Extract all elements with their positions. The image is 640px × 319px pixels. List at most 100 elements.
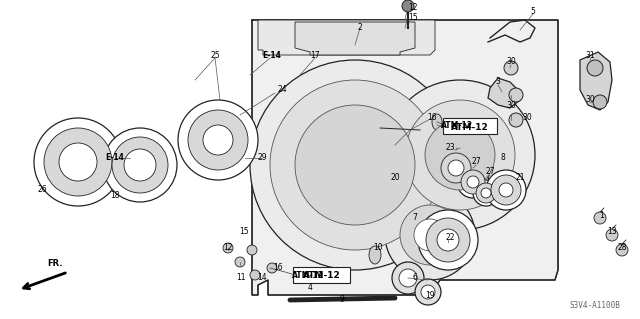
Ellipse shape <box>432 114 442 130</box>
Circle shape <box>59 143 97 181</box>
Circle shape <box>124 149 156 181</box>
Circle shape <box>509 88 523 102</box>
Polygon shape <box>258 20 435 55</box>
Text: 20: 20 <box>390 174 400 182</box>
Circle shape <box>112 137 168 193</box>
Text: 9: 9 <box>340 295 344 305</box>
Text: ATM-12: ATM-12 <box>451 122 489 131</box>
Circle shape <box>467 176 479 188</box>
Circle shape <box>441 153 471 183</box>
Circle shape <box>399 269 417 287</box>
Circle shape <box>486 170 526 210</box>
Circle shape <box>606 229 618 241</box>
Text: 6: 6 <box>413 273 417 283</box>
Circle shape <box>405 100 515 210</box>
FancyBboxPatch shape <box>443 118 497 134</box>
Circle shape <box>267 263 277 273</box>
Circle shape <box>103 128 177 202</box>
Circle shape <box>437 229 459 251</box>
Circle shape <box>587 60 603 76</box>
Text: 26: 26 <box>37 186 47 195</box>
Text: 14: 14 <box>257 273 267 283</box>
Text: 24: 24 <box>277 85 287 94</box>
Circle shape <box>34 118 122 206</box>
Text: 10: 10 <box>373 243 383 253</box>
Text: 27: 27 <box>471 158 481 167</box>
Text: 5: 5 <box>531 8 536 17</box>
Text: ATM-12: ATM-12 <box>303 271 341 279</box>
Circle shape <box>457 166 489 198</box>
Circle shape <box>44 128 112 196</box>
Circle shape <box>476 183 496 203</box>
Circle shape <box>509 113 523 127</box>
Text: 28: 28 <box>617 243 627 253</box>
Circle shape <box>418 210 478 270</box>
Circle shape <box>223 243 233 253</box>
Circle shape <box>473 180 499 206</box>
Text: 30: 30 <box>506 57 516 66</box>
Text: 30: 30 <box>506 100 516 109</box>
Ellipse shape <box>369 246 381 264</box>
Circle shape <box>426 218 470 262</box>
Text: 25: 25 <box>210 50 220 60</box>
Text: 18: 18 <box>110 190 120 199</box>
Text: ATM-12: ATM-12 <box>292 271 324 279</box>
Text: 3: 3 <box>495 78 500 86</box>
Text: 16: 16 <box>427 114 437 122</box>
Circle shape <box>504 61 518 75</box>
Text: 17: 17 <box>310 50 320 60</box>
Text: 30: 30 <box>585 95 595 105</box>
Circle shape <box>295 105 415 225</box>
Text: 8: 8 <box>500 153 506 162</box>
Circle shape <box>235 257 245 267</box>
Text: 4: 4 <box>308 284 312 293</box>
Text: 11: 11 <box>236 273 246 283</box>
Text: 30: 30 <box>522 114 532 122</box>
Polygon shape <box>580 52 612 110</box>
Circle shape <box>593 95 607 109</box>
Text: E-14: E-14 <box>106 153 124 162</box>
Circle shape <box>421 285 435 299</box>
Text: 27: 27 <box>485 167 495 176</box>
Circle shape <box>250 270 260 280</box>
Circle shape <box>385 80 535 230</box>
Circle shape <box>448 160 464 176</box>
Polygon shape <box>295 22 415 55</box>
Polygon shape <box>252 20 558 295</box>
Circle shape <box>461 170 485 194</box>
FancyBboxPatch shape <box>293 267 350 283</box>
Circle shape <box>499 183 513 197</box>
Circle shape <box>400 205 460 265</box>
Text: 29: 29 <box>257 153 267 162</box>
Text: 21: 21 <box>515 174 525 182</box>
Text: 13: 13 <box>607 227 617 236</box>
Circle shape <box>594 212 606 224</box>
Circle shape <box>250 60 460 270</box>
Text: 1: 1 <box>600 211 604 219</box>
Circle shape <box>481 188 491 198</box>
Text: 31: 31 <box>585 50 595 60</box>
Text: S3V4-A1100B: S3V4-A1100B <box>569 300 620 309</box>
Circle shape <box>436 148 476 188</box>
Circle shape <box>402 0 414 12</box>
Text: 19: 19 <box>425 291 435 300</box>
Circle shape <box>491 175 521 205</box>
Text: FR.: FR. <box>47 259 63 268</box>
Circle shape <box>414 219 446 251</box>
Text: 16: 16 <box>273 263 283 272</box>
Circle shape <box>425 120 495 190</box>
Text: 23: 23 <box>445 144 455 152</box>
Circle shape <box>178 100 258 180</box>
Text: 15: 15 <box>408 13 418 23</box>
Circle shape <box>616 244 628 256</box>
Circle shape <box>385 190 475 280</box>
Circle shape <box>270 80 440 250</box>
Text: 15: 15 <box>239 227 249 236</box>
Text: 2: 2 <box>358 24 362 33</box>
Circle shape <box>415 279 441 305</box>
Text: 12: 12 <box>223 243 233 253</box>
Polygon shape <box>488 78 520 108</box>
Circle shape <box>188 110 248 170</box>
Text: 22: 22 <box>445 234 455 242</box>
Circle shape <box>247 245 257 255</box>
